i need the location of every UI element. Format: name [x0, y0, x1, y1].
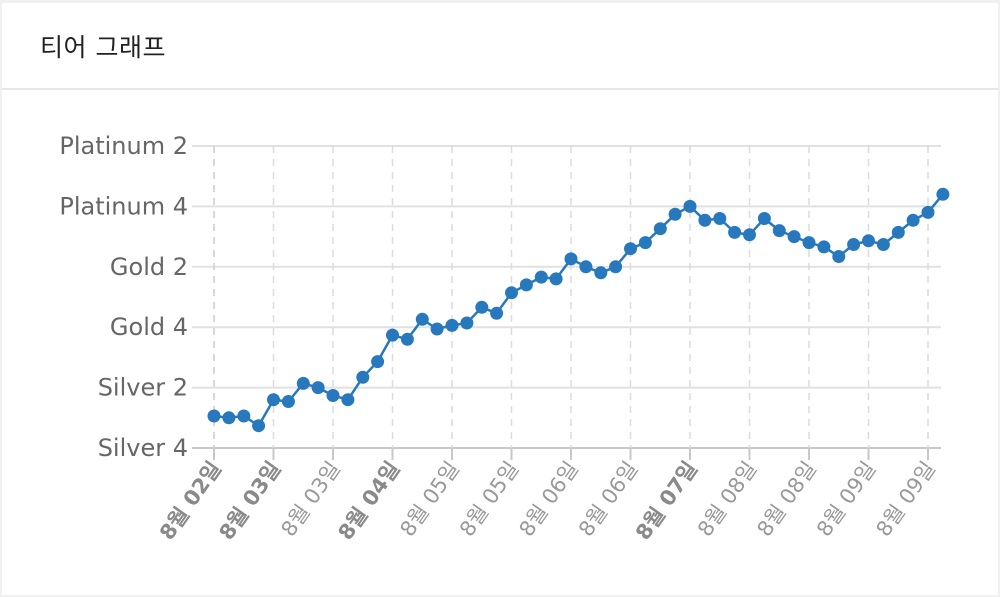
data-point [460, 316, 474, 330]
data-point [252, 419, 266, 433]
y-tick-label: Silver 4 [98, 434, 188, 462]
x-tick-label: 8월 05일 [455, 457, 524, 541]
x-tick-label: 8월 08일 [752, 457, 821, 541]
data-point [296, 376, 310, 390]
x-tick-label: 8월 05일 [395, 457, 464, 541]
tier-line-chart: Silver 4 Silver 2 Gold 4 Gold 2 Platinum 4 Pl… [59, 132, 950, 544]
data-point [624, 242, 637, 256]
data-point [326, 389, 340, 402]
data-point [757, 212, 771, 225]
data-point [802, 236, 816, 250]
data-point [371, 355, 385, 369]
data-point [862, 234, 875, 248]
data-point [490, 306, 504, 320]
x-tick-label: 8월 08일 [693, 457, 762, 541]
data-point [668, 207, 682, 221]
data-point [876, 238, 890, 251]
y-tick-label: Gold 2 [110, 253, 188, 281]
x-tick-label: 8월 06일 [514, 457, 583, 541]
data-point [832, 250, 846, 263]
data-point [311, 381, 325, 395]
data-point [505, 286, 518, 300]
data-point [549, 272, 563, 286]
tier-chart: Silver 4 Silver 2 Gold 4 Gold 2 Platinum 4 Pl… [2, 92, 998, 595]
data-point [936, 187, 950, 201]
data-point [906, 213, 920, 227]
data-point [445, 318, 459, 332]
data-point [847, 238, 861, 251]
data-point [683, 199, 697, 213]
data-point [267, 393, 280, 407]
data-point [281, 395, 295, 408]
data-point [609, 260, 623, 274]
data-point [564, 252, 578, 266]
data-point [341, 393, 355, 407]
y-tick-label: Silver 2 [98, 374, 188, 402]
data-point [698, 213, 712, 227]
data-point [787, 230, 801, 244]
data-point [222, 411, 236, 425]
card-header: 티어 그래프 [2, 3, 998, 90]
y-tick-label: Platinum 2 [59, 132, 188, 160]
data-point [743, 228, 756, 242]
y-tick-label: Platinum 4 [59, 192, 188, 220]
data-point [728, 225, 742, 239]
data-point [415, 312, 429, 326]
data-point [237, 409, 251, 423]
data-point [638, 236, 652, 250]
data-point [772, 224, 786, 238]
data-point [817, 240, 831, 254]
tier-graph-card: 티어 그래프 Silver 4 Silver 2 Gold 4 Gold 2 Plati… [2, 3, 998, 595]
data-point [579, 260, 593, 274]
data-point [594, 266, 608, 280]
data-point [356, 370, 370, 384]
data-point [534, 270, 548, 284]
data-point [386, 328, 399, 342]
data-point [400, 332, 414, 346]
x-tick-label: 8월 09일 [812, 457, 881, 541]
x-tick-label: 8월 09일 [871, 457, 940, 541]
data-point [921, 205, 935, 219]
data-point [475, 300, 489, 314]
data-point [713, 212, 727, 225]
data-point [519, 278, 533, 292]
data-point [430, 322, 444, 336]
data-point [653, 222, 667, 236]
data-point [207, 409, 221, 423]
data-point [891, 225, 905, 239]
y-tick-label: Gold 4 [110, 313, 188, 341]
card-title: 티어 그래프 [40, 32, 166, 62]
